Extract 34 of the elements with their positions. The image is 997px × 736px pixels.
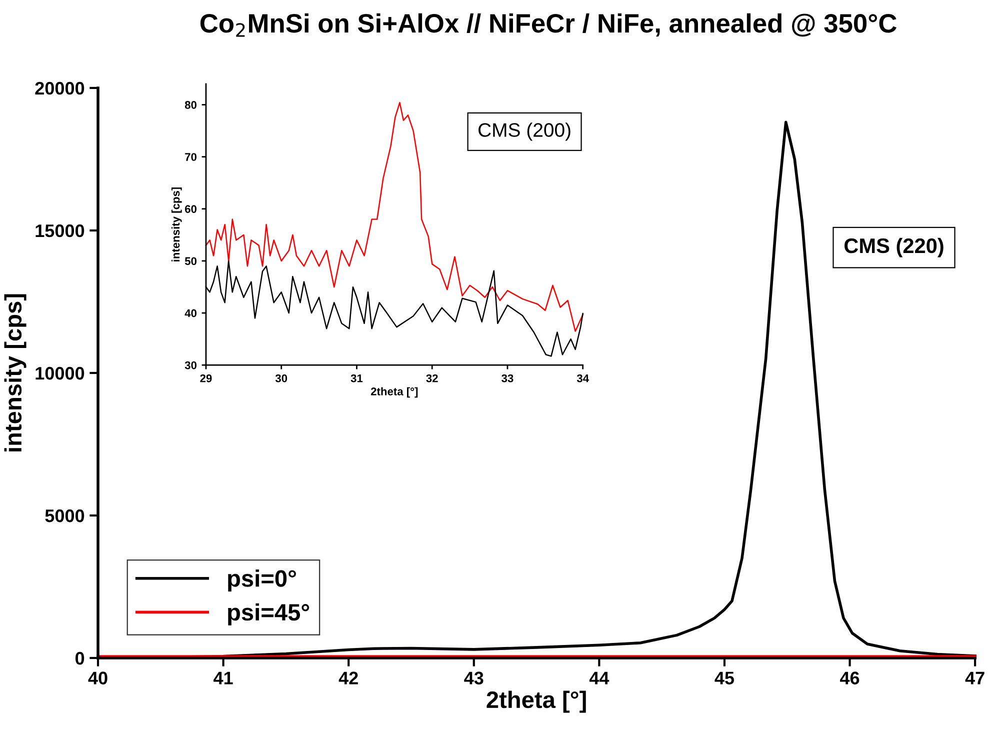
legend-label: psi=45° — [228, 603, 310, 626]
x-tick-label: 32 — [426, 374, 438, 382]
x-tick-label: 33 — [502, 374, 514, 382]
x-tick-label: 45 — [714, 672, 734, 684]
y-tick-label: 50 — [184, 257, 196, 266]
x-tick-label: 29 — [200, 374, 212, 382]
y-tick-label: 80 — [184, 100, 196, 109]
x-tick-label: 31 — [350, 374, 363, 382]
x-axis-title: 2theta [°] — [370, 387, 418, 398]
y-axis-title: intensity [cps] — [4, 294, 26, 452]
chart-title: Co$_{2}$MnSi on Si+AlOx // NiFeCr / NiFe, annealed @ 350°C — [200, 13, 897, 37]
x-tick-label: 30 — [275, 374, 288, 382]
y-tick-label: 5000 — [45, 509, 84, 522]
y-tick-label: 70 — [185, 153, 196, 161]
y-tick-label: 40 — [184, 309, 196, 318]
y-tick-label: 10000 — [36, 366, 84, 380]
x-tick-label: 34 — [576, 374, 589, 382]
y-axis-title: intensity [cps] — [171, 187, 182, 262]
x-tick-label: 42 — [338, 672, 358, 684]
y-tick-label: 60 — [185, 205, 196, 213]
x-tick-label: 47 — [965, 672, 984, 684]
y-tick-label: 0 — [75, 652, 84, 665]
y-tick-label: 30 — [184, 361, 196, 370]
annotation: CMS (220) — [844, 238, 944, 258]
x-tick-label: 46 — [840, 672, 860, 684]
x-tick-label: 43 — [464, 672, 484, 684]
x-axis-title: 2theta [°] — [486, 690, 586, 713]
y-tick-label: 20000 — [35, 82, 84, 95]
y-tick-label: 15000 — [36, 224, 84, 238]
legend-label: psi=0° — [228, 570, 296, 592]
x-tick-label: 44 — [589, 672, 610, 684]
x-tick-label: 41 — [214, 672, 233, 684]
x-tick-label: 40 — [88, 672, 108, 684]
annotation: CMS (200) — [478, 122, 570, 141]
